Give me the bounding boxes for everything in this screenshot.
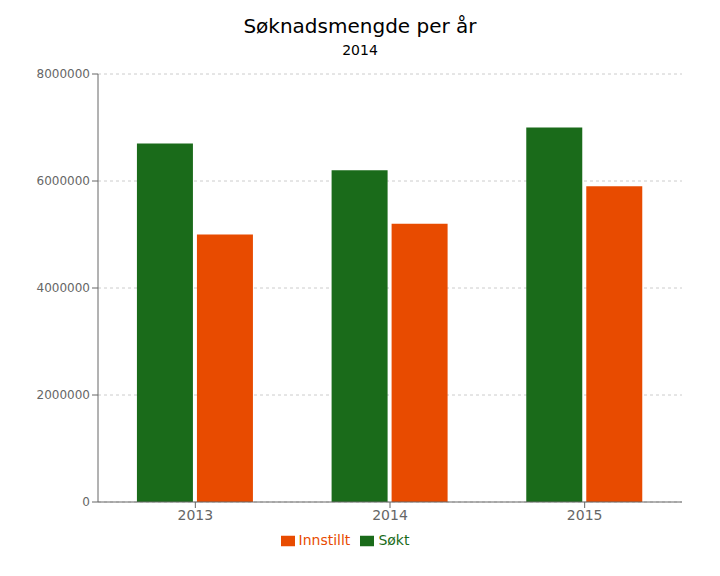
svg-text:2013: 2013 <box>178 507 214 523</box>
html-text:Søkt: Søkt <box>378 532 410 548</box>
svg-text:4000000: 4000000 <box>37 281 90 295</box>
html-text:Innstillt: Innstillt <box>298 532 351 548</box>
svg-text:0: 0 <box>82 495 90 509</box>
html-text:Søknadsmengde per år: Søknadsmengde per år <box>243 14 477 38</box>
svg-text:2014: 2014 <box>372 507 408 523</box>
html-text:2014: 2014 <box>342 42 378 58</box>
svg-text:2000000: 2000000 <box>37 388 90 402</box>
svg-text:8000000: 8000000 <box>37 67 90 81</box>
svg-text:2015: 2015 <box>567 507 603 523</box>
svg-text:6000000: 6000000 <box>37 174 90 188</box>
